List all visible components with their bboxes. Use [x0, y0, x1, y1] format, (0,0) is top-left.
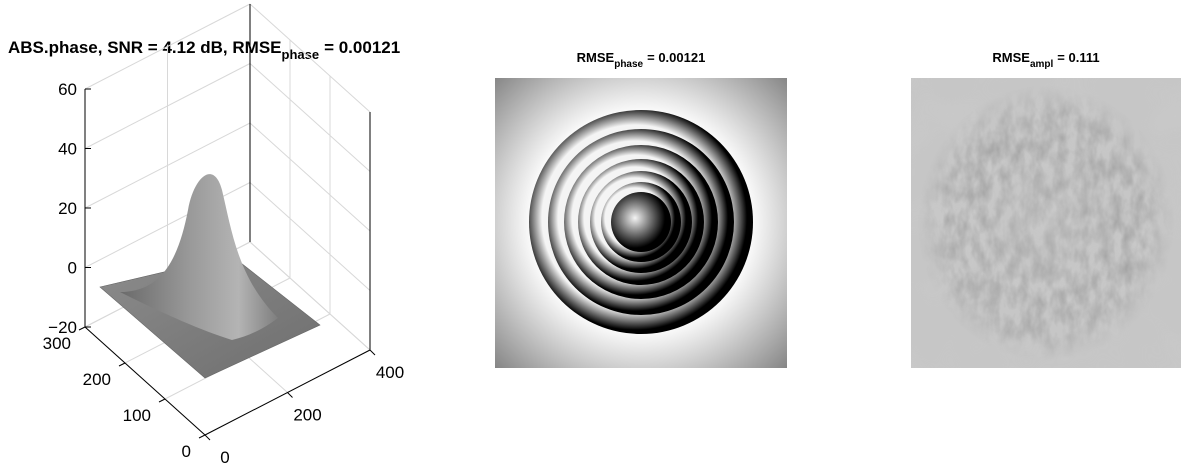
grid-line — [250, 4, 370, 112]
grid-line — [250, 183, 370, 291]
grid-line — [250, 64, 370, 172]
title-subscript: phase — [614, 59, 643, 70]
phase-image-panel: RMSEphase = 0.00121 — [495, 50, 787, 368]
surface-panel: ABS.phase, SNR = 4.12 dB, RMSEphase= 0.0… — [8, 4, 404, 465]
title-suffix: = 0.00121 — [647, 50, 705, 65]
z-tick-label: 40 — [58, 140, 77, 159]
figure: ABS.phase, SNR = 4.12 dB, RMSE phase = 0.0… — [0, 0, 1195, 465]
amplitude-image-panel: RMSEampl= 0.111 — [911, 50, 1181, 368]
x-tick — [205, 435, 210, 440]
y-tick — [199, 435, 205, 438]
z-tick-label: 0 — [68, 259, 77, 278]
title-main: RMSE — [992, 50, 1030, 65]
title-suffix: = 0.00121 — [324, 38, 400, 57]
x-tick-label: 0 — [220, 448, 229, 465]
title-main: RMSE — [577, 50, 615, 65]
y-tick-label: 100 — [123, 406, 151, 425]
x-tick-label: 400 — [376, 363, 404, 382]
title-suffix: = 0.111 — [1057, 50, 1099, 65]
x-tick — [288, 393, 293, 398]
title-subscript: ampl — [1030, 59, 1054, 70]
grid-line — [250, 123, 370, 231]
z-tick-label: 20 — [58, 199, 77, 218]
title-main: ABS.phase, SNR = 4.12 dB, RMSE — [8, 38, 282, 57]
y-tick-label: 300 — [43, 334, 71, 353]
x-tick — [370, 350, 375, 355]
panel-title: ABS.phase, SNR = 4.12 dB, RMSEphase= 0.0… — [8, 38, 400, 62]
x-tick-label: 200 — [293, 406, 321, 425]
phase-rings — [529, 110, 753, 334]
y-tick-label: 200 — [83, 370, 111, 389]
y-tick-label: 0 — [182, 442, 191, 461]
panel-title: RMSEampl= 0.111 — [992, 50, 1099, 70]
panel-title: RMSEphase = 0.00121 — [577, 50, 706, 70]
z-tick-label: 60 — [58, 80, 77, 99]
image-ring-texture — [911, 78, 1181, 368]
phase-ring — [611, 192, 671, 252]
y-tick — [159, 399, 165, 402]
image-noise — [911, 78, 1181, 368]
y-tick — [79, 327, 85, 330]
y-tick — [119, 363, 125, 366]
